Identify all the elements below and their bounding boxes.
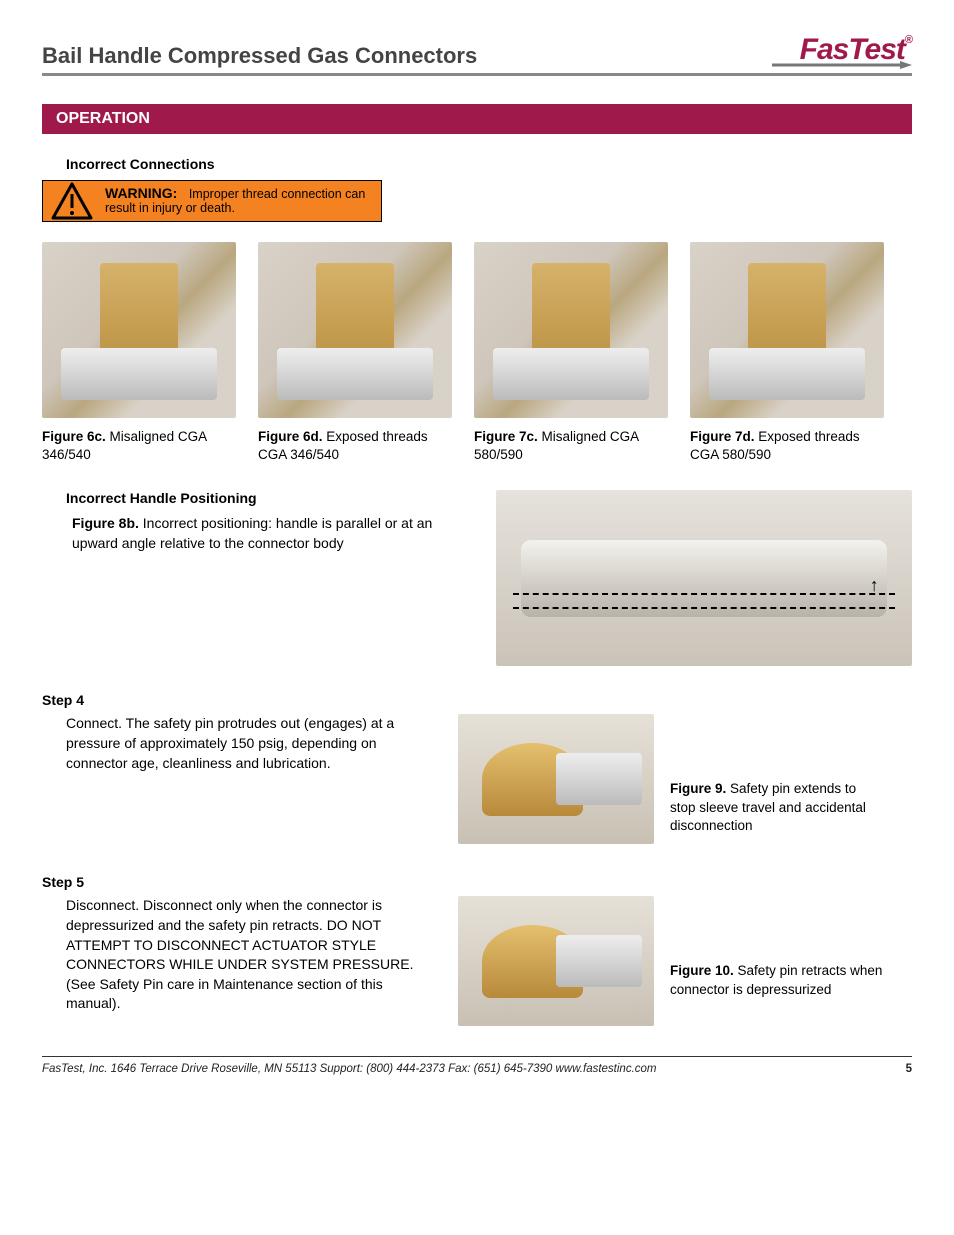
figure-label: Figure 6c. bbox=[42, 429, 106, 444]
warning-box: WARNING: Improper thread connection can … bbox=[42, 180, 382, 222]
figure-label: Figure 7c. bbox=[474, 429, 538, 444]
figure-8b-image: ↑ bbox=[496, 490, 912, 666]
document-title: Bail Handle Compressed Gas Connectors bbox=[42, 43, 477, 69]
figure-caption: Figure 7c. Misaligned CGA 580/590 bbox=[474, 428, 668, 464]
warning-label: WARNING: bbox=[105, 185, 177, 201]
handle-positioning-row: Incorrect Handle Positioning Figure 8b. … bbox=[42, 490, 912, 666]
step-body: Connect. The safety pin protrudes out (e… bbox=[42, 714, 432, 844]
logo-registered: ® bbox=[905, 34, 912, 46]
figure-9-image bbox=[458, 714, 654, 844]
figure-caption: Figure 6c. Misaligned CGA 346/540 bbox=[42, 428, 236, 464]
step-body: Disconnect. Disconnect only when the con… bbox=[42, 896, 432, 1026]
figure-7d: Figure 7d. Exposed threads CGA 580/590 bbox=[690, 242, 884, 464]
figure-caption: Figure 7d. Exposed threads CGA 580/590 bbox=[690, 428, 884, 464]
step-heading: Step 5 bbox=[42, 874, 912, 890]
figure-row: Figure 6c. Misaligned CGA 346/540 Figure… bbox=[42, 242, 912, 464]
figure-image-placeholder bbox=[474, 242, 668, 418]
figure-8b-caption: Figure 8b. Incorrect positioning: handle… bbox=[72, 514, 452, 553]
figure-6c: Figure 6c. Misaligned CGA 346/540 bbox=[42, 242, 236, 464]
page-footer: FasTest, Inc. 1646 Terrace Drive Rosevil… bbox=[42, 1056, 912, 1075]
footer-line: FasTest, Inc. 1646 Terrace Drive Rosevil… bbox=[42, 1063, 657, 1075]
step-4: Step 4 Connect. The safety pin protrudes… bbox=[42, 692, 912, 844]
figure-label: Figure 7d. bbox=[690, 429, 755, 444]
figure-label: Figure 10. bbox=[670, 963, 734, 978]
logo-arrow-icon bbox=[772, 61, 912, 69]
brand-logo: FasTest® bbox=[772, 36, 912, 69]
figure-9-caption: Figure 9. Safety pin extends to stop sle… bbox=[670, 714, 884, 835]
section-heading: OPERATION bbox=[42, 104, 912, 134]
figure-image-placeholder bbox=[42, 242, 236, 418]
subsection-incorrect-connections: Incorrect Connections bbox=[66, 156, 912, 172]
figure-6d: Figure 6d. Exposed threads CGA 346/540 bbox=[258, 242, 452, 464]
subsection-handle-positioning: Incorrect Handle Positioning bbox=[66, 490, 454, 506]
figure-7c: Figure 7c. Misaligned CGA 580/590 bbox=[474, 242, 668, 464]
figure-image-placeholder bbox=[258, 242, 452, 418]
figure-10-image bbox=[458, 896, 654, 1026]
figure-image-placeholder bbox=[690, 242, 884, 418]
page-header: Bail Handle Compressed Gas Connectors Fa… bbox=[42, 36, 912, 76]
figure-label: Figure 9. bbox=[670, 781, 726, 796]
figure-label: Figure 6d. bbox=[258, 429, 323, 444]
step-heading: Step 4 bbox=[42, 692, 912, 708]
warning-icon bbox=[43, 181, 101, 221]
figure-label: Figure 8b. bbox=[72, 515, 139, 531]
figure-caption: Figure 6d. Exposed threads CGA 346/540 bbox=[258, 428, 452, 464]
arrow-up-icon: ↑ bbox=[870, 575, 879, 596]
figure-10-caption: Figure 10. Safety pin retracts when conn… bbox=[670, 896, 884, 998]
logo-text: FasTest® bbox=[800, 36, 912, 63]
step-5: Step 5 Disconnect. Disconnect only when … bbox=[42, 874, 912, 1026]
warning-body: WARNING: Improper thread connection can … bbox=[101, 181, 381, 221]
page-number: 5 bbox=[906, 1063, 912, 1075]
